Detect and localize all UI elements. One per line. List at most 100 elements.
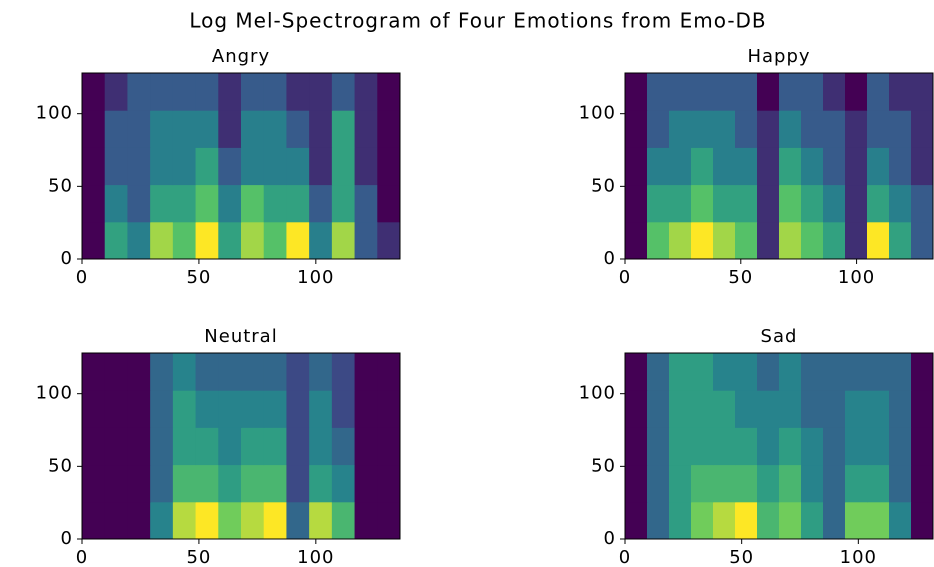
heatmap-cell [82,147,105,185]
heatmap-cell [127,353,150,391]
heatmap-cell [105,502,128,540]
heatmap-cell [669,465,692,503]
heatmap-cell [625,465,648,503]
heatmap-cell [264,427,287,465]
heatmap-cell [105,73,128,111]
heatmap-cell [286,502,309,540]
heatmap-cell [713,110,736,148]
heatmap-cell [377,465,400,503]
heatmap-cell [801,390,824,428]
heatmap-cell [332,110,355,148]
x-tick-label: 50 [728,267,753,288]
heatmap-cell [889,110,912,148]
heatmap-cell [82,110,105,148]
heatmap-cell [196,502,219,540]
heatmap-cell [377,390,400,428]
heatmap-cell [757,147,780,185]
heatmap-cell [377,110,400,148]
heatmap-cell [264,147,287,185]
heatmap-cell [713,73,736,111]
heatmap-cell [218,185,241,223]
heatmap-cell [669,73,692,111]
heatmap-cell [150,502,173,540]
heatmap-cell [355,353,378,391]
heatmap-cell [691,353,714,391]
x-tick-label: 100 [840,547,877,567]
heatmap-cell [150,147,173,185]
heatmap-cell [127,110,150,148]
heatmap-cell [867,353,890,391]
heatmap-cell [845,427,868,465]
heatmap-cell [867,110,890,148]
heatmap-cell [105,147,128,185]
heatmap-cell [377,185,400,223]
x-tick-label: 0 [76,267,88,288]
heatmap-cell [735,390,758,428]
heatmap-cell [801,502,824,540]
heatmap-cell [845,73,868,111]
heatmap-cell [127,502,150,540]
heatmap-cell [823,390,846,428]
x-tick-label: 0 [76,547,88,567]
heatmap-cell [82,185,105,223]
heatmap-cell [332,465,355,503]
heatmap-cell [889,502,912,540]
heatmap-cell [332,147,355,185]
heatmap-cell [669,502,692,540]
heatmap-cell [196,427,219,465]
heatmap-cell [713,185,736,223]
heatmap-cell [173,465,196,503]
heatmap-cell [286,353,309,391]
heatmap-cell [911,353,934,391]
heatmap-cell [911,390,934,428]
subplot-title: Happy [747,46,810,67]
heatmap-cell [823,147,846,185]
heatmap-cell [286,427,309,465]
heatmap-cell [713,353,736,391]
heatmap-cell [264,502,287,540]
heatmap-cell [218,427,241,465]
heatmap-cell [82,427,105,465]
heatmap-cell [286,185,309,223]
heatmap-cell [127,390,150,428]
x-tick-label: 0 [619,547,631,567]
heatmap-cell [173,222,196,260]
heatmap-cell [757,73,780,111]
heatmap-cell [647,427,670,465]
heatmap-cell [735,73,758,111]
heatmap-cell [647,185,670,223]
heatmap-cell [889,465,912,503]
heatmap-cell [264,73,287,111]
heatmap-cell [757,502,780,540]
heatmap-cell [286,110,309,148]
heatmap-cell [669,185,692,223]
heatmap-cell [911,502,934,540]
heatmap-cell [355,222,378,260]
heatmap-cell [757,353,780,391]
heatmap-cell [82,222,105,260]
heatmap-cell [625,390,648,428]
heatmap-cell [647,502,670,540]
heatmap-cell [82,465,105,503]
heatmap-cell [173,73,196,111]
heatmap-cell [241,110,264,148]
heatmap-cell [264,390,287,428]
figure: Log Mel-Spectrogram of Four Emotions fro… [0,0,934,567]
heatmap-cell [691,73,714,111]
heatmap-cell [196,390,219,428]
heatmap-cell [823,73,846,111]
heatmap-cell [150,110,173,148]
heatmap-cell [355,185,378,223]
heatmap-cell [625,73,648,111]
heatmap-cell [757,185,780,223]
heatmap-cell [823,427,846,465]
heatmap-cell [691,185,714,223]
heatmap-cell [150,185,173,223]
heatmap-cell [355,390,378,428]
heatmap-cell [150,222,173,260]
heatmap-cell [625,110,648,148]
heatmap-cell [625,185,648,223]
heatmap-cell [801,427,824,465]
heatmap-cell [801,185,824,223]
heatmap-cell [173,147,196,185]
